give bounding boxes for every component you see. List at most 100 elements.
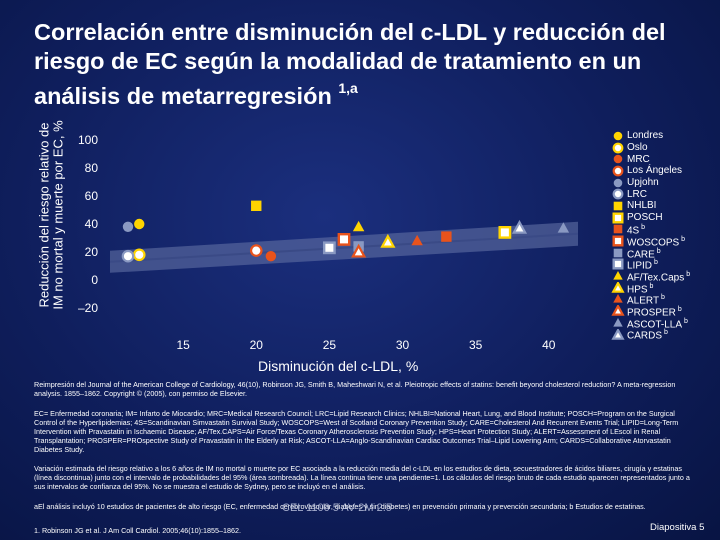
footnote-variation: Variación estimada del riesgo relativo a… [34,464,690,491]
slide-title: Correlación entre disminución del c-LDL … [34,18,714,111]
data-point [265,251,277,262]
x-axis-label: Disminución del c-LDL, % [258,358,419,374]
legend-item: AF/Tex.Caps b [611,270,716,284]
footnote-abbreviations: EC= Enfermedad coronaria; IM= Infarto de… [34,409,679,454]
legend-item: CARE b [611,247,716,260]
legend-marker [613,317,623,327]
footnote-reproduction: Reimpresión del Journal of the American … [34,380,676,398]
legend-label: PROSPER b [627,306,682,319]
points-group [121,200,570,263]
legend-marker [613,201,623,211]
legend-item: ALERT b [611,294,716,307]
data-point [134,218,145,230]
legend-marker [611,328,625,340]
x-tick-label: 15 [176,338,190,352]
legend-item: LRC [611,188,716,200]
legend-marker-icon [612,258,624,270]
legend-item: CARDS b [611,328,716,342]
slide-title-superscript: 1,a [338,80,358,96]
legend-marker-icon [612,235,624,247]
legend-marker-icon [613,317,623,327]
legend-label: AF/Tex.Caps b [627,270,691,284]
legend-marker-icon [613,178,623,187]
legend-item: MRC [611,153,716,165]
legend-marker-icon [612,142,624,153]
data-point [351,243,367,258]
legend-marker-icon [612,188,624,200]
legend-marker-icon [611,305,625,316]
legend-marker [612,235,624,247]
axes-group: 100 80 60 40 20 0 –20 15 20 25 30 35 40 [78,133,556,352]
legend-superscript: b [662,329,668,337]
data-point [322,241,336,255]
legend-superscript: b [682,317,688,325]
legend-marker-icon [613,131,623,141]
legend-item: ASCOT-LLA b [611,317,716,330]
legend-label: HPS b [627,282,654,295]
legend-marker-icon [612,165,624,177]
legend-marker-icon [611,328,625,340]
legend-marker [613,178,623,187]
legend-marker-icon [613,248,623,258]
legend-marker-icon [613,154,623,164]
legend-marker-icon [613,271,623,280]
data-point [121,249,135,263]
legend-superscript: b [654,247,661,255]
legend-marker-icon [613,201,623,211]
y-tick-label: –20 [78,301,98,315]
legend-marker [613,248,623,258]
data-point [352,220,365,232]
legend-label: Upjohn [627,177,659,189]
legend-item: WOSCOPS b [611,235,716,248]
legend-marker [612,165,624,177]
legend-marker-icon [613,294,623,304]
legend-item: POSCH [611,212,716,224]
watermark-code: CEL 1100 5 AV 2M 2.5 [282,502,392,514]
data-point [557,222,570,233]
legend-item: 4S b [611,224,716,237]
legend-label: CARE b [627,247,661,260]
legend-marker [612,258,624,270]
data-point [498,225,512,239]
legend-marker [613,154,623,164]
data-point [249,244,263,257]
legend-superscript: b [684,270,691,278]
legend-label: Londres [627,130,664,142]
data-point [337,232,351,246]
legend-item: LIPID b [611,258,716,272]
legend-marker [611,305,625,316]
data-point [441,231,452,242]
x-tick-label: 40 [542,338,556,352]
legend-marker-icon [612,212,624,224]
data-point [132,248,146,262]
x-tick-label: 25 [323,338,337,352]
legend-item: HPS b [611,281,716,295]
legend-label: ALERT b [627,294,665,307]
legend-label: Oslo [627,142,648,154]
legend-marker [611,281,625,293]
slide-number: Diapositiva 5 [650,522,705,533]
legend-label: LRC [627,188,648,200]
legend-label: CARDS b [627,329,668,342]
legend-item: Los Ángeles [611,165,716,177]
y-tick-label: 0 [91,273,98,287]
legend-marker [613,294,623,304]
data-point [511,219,528,234]
legend-superscript: b [679,235,686,243]
x-tick-label: 35 [469,338,483,352]
x-tick-label: 20 [250,338,264,352]
legend-item: Oslo [611,142,716,154]
legend-item: Londres [611,130,716,142]
legend-superscript: b [675,306,682,313]
legend-marker [612,188,624,200]
legend-superscript: b [652,259,658,267]
legend-item: Upjohn [611,177,716,189]
legend-marker [613,131,623,141]
legend-label: Los Ángeles [627,165,683,177]
legend-marker-icon [611,281,625,293]
legend-marker [613,271,623,280]
y-tick-label: 40 [85,217,99,231]
legend-superscript: b [647,282,654,290]
y-tick-label: 100 [78,133,98,147]
